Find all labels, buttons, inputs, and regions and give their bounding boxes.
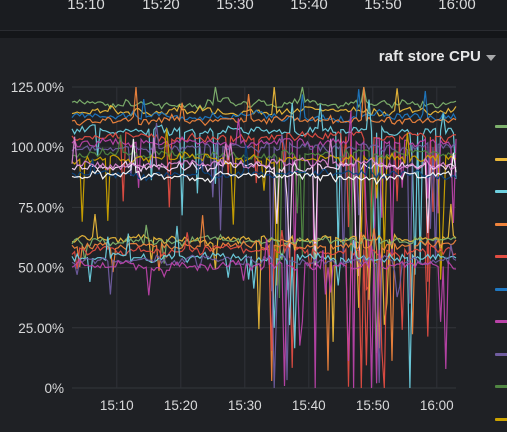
series-line — [71, 136, 457, 171]
series-line — [71, 238, 457, 387]
legend-swatch[interactable] — [495, 417, 507, 421]
x-tick-label: 15:10 — [100, 398, 134, 413]
series-line — [71, 99, 457, 275]
legend-swatch[interactable] — [495, 125, 507, 128]
upper-x-tick-label: 15:20 — [142, 0, 180, 13]
series-line — [71, 244, 457, 389]
series-line — [71, 224, 457, 354]
chevron-down-icon[interactable] — [486, 55, 496, 61]
upper-x-tick-label: 15:30 — [216, 0, 254, 13]
series-line — [71, 129, 457, 292]
x-tick-label: 15:40 — [292, 398, 326, 413]
x-tick-label: 15:50 — [356, 398, 390, 413]
series-line — [71, 89, 457, 124]
series-line — [71, 128, 457, 286]
y-tick-label: 25.00% — [18, 321, 64, 336]
series-line — [71, 215, 457, 382]
upper-x-tick-label: 15:40 — [290, 0, 328, 13]
panel-title[interactable]: raft store CPU — [378, 48, 481, 65]
x-tick-label: 16:00 — [420, 398, 454, 413]
series-line — [71, 86, 457, 117]
y-tick-label: 100.00% — [11, 140, 64, 155]
legend-swatch[interactable] — [495, 385, 507, 388]
series-line — [71, 86, 457, 127]
x-tick-label: 15:20 — [164, 398, 198, 413]
legend-swatch[interactable] — [495, 255, 507, 258]
upper-x-tick-label: 15:10 — [67, 0, 105, 13]
upper-panel-strip: 15:10 15:20 15:30 15:40 15:50 16:00 — [0, 0, 507, 31]
series-lines — [71, 86, 457, 389]
x-tick-label: 15:30 — [228, 398, 262, 413]
legend-swatch[interactable] — [495, 190, 507, 193]
y-axis: 0% 25.00% 50.00% 75.00% 100.00% 125.00% — [11, 80, 64, 396]
series-line — [71, 225, 457, 389]
series-line — [71, 203, 457, 342]
y-tick-label: 50.00% — [18, 261, 64, 276]
upper-x-tick-label: 15:50 — [364, 0, 402, 13]
legend-swatch[interactable] — [495, 157, 507, 161]
series-line — [71, 86, 457, 111]
series-line — [71, 134, 457, 299]
series-line — [71, 138, 457, 186]
legend-swatch[interactable] — [495, 352, 507, 356]
legend-swatch[interactable] — [495, 320, 507, 323]
y-tick-label: 0% — [44, 381, 64, 396]
series-line — [71, 230, 457, 389]
y-tick-label: 125.00% — [11, 80, 64, 95]
legend-swatch[interactable] — [495, 287, 507, 291]
upper-x-tick-label: 16:00 — [438, 0, 476, 13]
series-line — [71, 123, 457, 304]
legend-swatch[interactable] — [495, 222, 507, 226]
x-axis: 15:10 15:20 15:30 15:40 15:50 16:00 — [100, 398, 454, 413]
y-tick-label: 75.00% — [18, 200, 64, 215]
